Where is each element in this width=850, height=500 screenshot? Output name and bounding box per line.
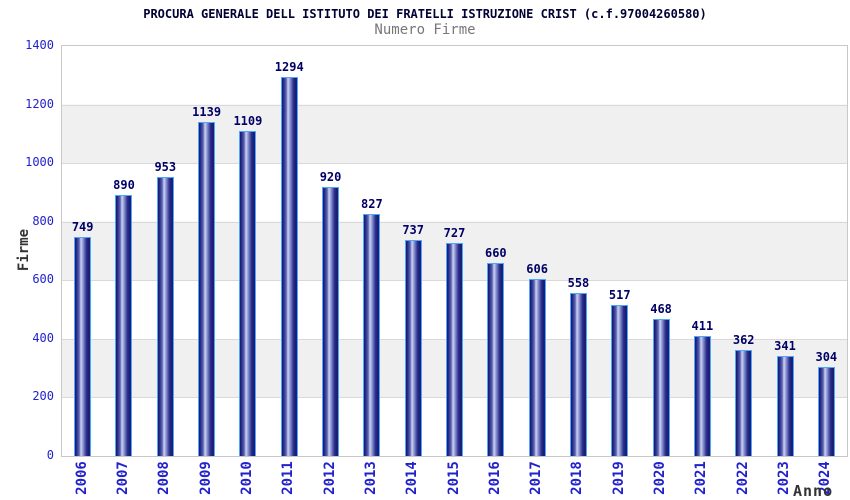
x-tick-label: 2012 (321, 461, 338, 495)
bar-2006 (74, 236, 92, 456)
bar-2020 (652, 318, 670, 456)
bar-2010 (239, 131, 257, 456)
bar-value-label: 920 (319, 169, 342, 184)
y-tick-label: 1400 (25, 38, 54, 52)
y-tick-label: 1200 (25, 96, 54, 111)
bar-value-label: 737 (402, 223, 425, 238)
bar-2015 (446, 243, 463, 456)
bar-2018 (569, 292, 587, 456)
bar-value-label: 362 (732, 333, 755, 347)
x-tick-label: 2008 (156, 461, 173, 495)
y-tick-label: 400 (32, 330, 54, 345)
y-tick-label: 1000 (25, 155, 54, 170)
x-tick-label: 2009 (197, 461, 214, 495)
chart-subtitle: Numero Firme (374, 22, 476, 38)
bar-2007 (115, 195, 133, 456)
y-tick-label: 800 (32, 213, 54, 228)
bar-value-label: 558 (567, 275, 590, 290)
chart-title: PROCURA GENERALE DELL ISTITUTO DEI FRATE… (143, 7, 707, 21)
x-tick-label: 2014 (404, 461, 421, 495)
bar-2024 (817, 366, 835, 456)
x-tick-label: 2018 (569, 461, 586, 495)
bar-2012 (322, 186, 340, 456)
x-tick-label: 2013 (362, 461, 379, 495)
gridline (62, 163, 847, 165)
x-tick-label: 2010 (238, 461, 255, 495)
bar-value-label: 727 (443, 226, 466, 241)
x-tick-label: 2015 (445, 461, 462, 495)
bar-2014 (404, 240, 422, 456)
x-tick-label: 2022 (734, 461, 751, 495)
x-tick-label: 2020 (652, 461, 669, 495)
bar-value-label: 890 (113, 178, 135, 193)
bar-value-label: 341 (774, 339, 796, 354)
x-tick-label: 2007 (114, 461, 131, 495)
bar-2023 (776, 356, 794, 456)
bar-2011 (280, 77, 298, 456)
y-tick-label: 600 (32, 272, 54, 287)
bar-value-label: 827 (361, 196, 383, 211)
bar-2016 (487, 262, 505, 456)
x-tick-label: 2019 (610, 461, 627, 495)
y-tick-label: 0 (46, 448, 54, 462)
bar-2021 (693, 335, 711, 456)
bar-value-label: 953 (154, 159, 177, 174)
bar-2008 (156, 176, 174, 456)
gridline (62, 104, 847, 106)
gridline (62, 221, 847, 223)
bar-value-label: 1139 (192, 105, 222, 120)
bar-value-label: 749 (71, 219, 94, 234)
x-tick-label: 2017 (528, 461, 545, 495)
plot-area: 749 890 953 1139 1109 1294 920 827 737 727 660 606 5… (61, 45, 848, 457)
bar-value-label: 660 (484, 245, 507, 260)
bar-2009 (198, 122, 216, 456)
x-tick-label: 2023 (776, 461, 793, 495)
bar-2022 (735, 350, 753, 456)
bar-value-label: 411 (691, 318, 714, 333)
x-axis-title: Anno (793, 482, 834, 500)
bar-2019 (611, 304, 629, 456)
bar-value-label: 517 (608, 287, 631, 302)
bar-2013 (363, 213, 381, 456)
x-tick-label: 2011 (280, 461, 297, 495)
x-tick-label: 2021 (693, 461, 710, 495)
bar-value-label: 1294 (274, 60, 304, 75)
bar-2017 (528, 278, 546, 456)
bar-value-label: 1109 (233, 114, 263, 129)
bar-value-label: 606 (526, 261, 548, 276)
y-axis-title: Firme (16, 228, 32, 272)
bar-value-label: 468 (650, 301, 672, 316)
x-tick-label: 2016 (486, 461, 503, 495)
x-tick-label: 2006 (73, 461, 90, 495)
y-tick-label: 200 (32, 389, 54, 404)
bar-value-label: 304 (815, 349, 838, 364)
